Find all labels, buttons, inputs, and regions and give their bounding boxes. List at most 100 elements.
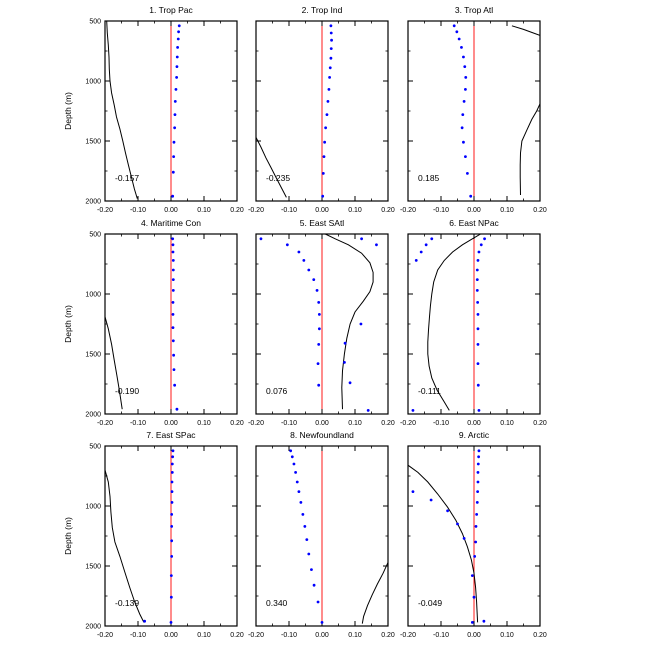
profile-line — [519, 103, 540, 196]
data-point — [429, 498, 433, 502]
x-tick-label: -0.10 — [281, 420, 297, 427]
data-point — [462, 537, 466, 540]
x-tick-label: 0.10 — [500, 420, 514, 427]
x-tick-label: -0.10 — [130, 207, 146, 214]
x-tick-label: 0.20 — [230, 420, 244, 427]
y-tick-label: 2000 — [85, 412, 101, 419]
data-point — [327, 88, 331, 91]
x-tick-label: 0.00 — [467, 632, 481, 639]
profile-line — [361, 562, 388, 624]
x-tick-label: 0.00 — [164, 632, 178, 639]
data-point — [177, 24, 181, 28]
x-tick-label: -0.10 — [130, 420, 146, 427]
x-tick-label: -0.20 — [248, 207, 264, 214]
x-tick-label: 0.00 — [315, 632, 329, 639]
data-point — [172, 155, 176, 159]
y-tick-label: 2000 — [85, 624, 101, 631]
data-point — [414, 259, 418, 262]
data-point — [322, 155, 326, 159]
data-point — [466, 172, 469, 175]
x-tick-label: 0.20 — [381, 420, 395, 427]
x-tick-label: 0.00 — [467, 207, 481, 214]
data-point — [375, 243, 378, 247]
panel-9: 9. Arctic -0.20 -0.10 0.00 0.10 0.20 -0.049 — [400, 430, 547, 639]
x-tick-label: 0.20 — [230, 632, 244, 639]
y-tick-label: 1000 — [85, 504, 101, 511]
correlation-label: -0.157 — [115, 173, 139, 183]
x-tick-label: 0.10 — [197, 207, 211, 214]
data-point — [173, 126, 177, 130]
x-tick-label: 0.00 — [164, 420, 178, 427]
y-tick-label: 500 — [89, 232, 101, 239]
data-point — [310, 568, 313, 571]
data-point — [474, 525, 478, 528]
data-point — [476, 480, 480, 484]
x-tick-label: 0.10 — [348, 420, 362, 427]
data-point — [470, 621, 474, 624]
data-point — [290, 455, 294, 459]
data-point — [175, 407, 179, 411]
x-tick-label: 0.10 — [348, 207, 362, 214]
x-tick-label: 0.20 — [533, 632, 547, 639]
data-point — [476, 259, 480, 262]
data-point — [303, 525, 307, 528]
panel-6: 6. East NPac -0.20 -0.10 0.00 0.10 0.20 -0.111 — [400, 218, 547, 427]
y-tick-label: 1500 — [85, 352, 101, 359]
data-point — [452, 24, 456, 28]
data-point — [171, 250, 175, 254]
data-point — [475, 278, 479, 281]
correlation-label: -0.139 — [115, 598, 139, 608]
data-point — [474, 540, 478, 544]
data-point — [430, 237, 434, 241]
data-point — [464, 88, 467, 91]
data-point — [175, 76, 179, 79]
data-point — [483, 237, 486, 241]
x-tick-label: -0.10 — [433, 420, 449, 427]
y-tick-label: 500 — [89, 444, 101, 451]
correlation-label: -0.049 — [418, 598, 442, 608]
panel-3: 3. Trop Atl -0.20 -0.10 0.00 0.10 0.20 0.185 — [400, 5, 547, 214]
correlation-label: -0.235 — [266, 173, 290, 183]
x-tick-label: -0.20 — [97, 632, 113, 639]
profile-line — [256, 137, 287, 198]
data-point — [169, 595, 173, 599]
data-point — [462, 140, 465, 144]
x-tick-label: -0.20 — [248, 420, 264, 427]
profile-line — [106, 21, 138, 199]
panel-title: 5. East SAtl — [300, 218, 345, 228]
data-point — [317, 343, 321, 346]
data-point — [325, 113, 329, 116]
data-point — [172, 353, 176, 357]
panel-title: 7. East SPac — [146, 430, 196, 440]
data-point — [285, 243, 289, 247]
data-point — [470, 574, 474, 577]
data-point — [295, 480, 299, 484]
x-tick-label: -0.10 — [433, 207, 449, 214]
data-point — [455, 30, 459, 34]
y-tick-label: 1500 — [85, 139, 101, 146]
data-layer — [105, 449, 175, 624]
data-point — [173, 113, 177, 116]
data-point — [171, 170, 175, 174]
x-tick-label: 0.20 — [533, 420, 547, 427]
data-point — [294, 471, 297, 474]
data-point — [326, 100, 330, 103]
panel-title: 2. Trop Ind — [302, 5, 343, 15]
x-tick-label: -0.20 — [248, 632, 264, 639]
y-tick-label: 500 — [89, 19, 101, 26]
x-tick-label: 0.20 — [230, 207, 244, 214]
data-point — [171, 455, 175, 459]
correlation-label: 0.340 — [266, 598, 288, 608]
data-point — [173, 383, 177, 387]
data-point — [170, 539, 174, 543]
data-point — [316, 362, 320, 365]
data-point — [169, 574, 173, 577]
panel-title: 1. Trop Pac — [149, 5, 193, 15]
data-point — [419, 250, 423, 254]
data-point — [297, 490, 301, 493]
y-tick-label: 2000 — [85, 199, 101, 206]
data-point — [317, 383, 321, 387]
panel-2: 2. Trop Ind -0.20 -0.10 0.00 0.10 0.20 -0.235 — [248, 5, 395, 214]
data-point — [171, 313, 175, 316]
data-point — [171, 301, 175, 304]
